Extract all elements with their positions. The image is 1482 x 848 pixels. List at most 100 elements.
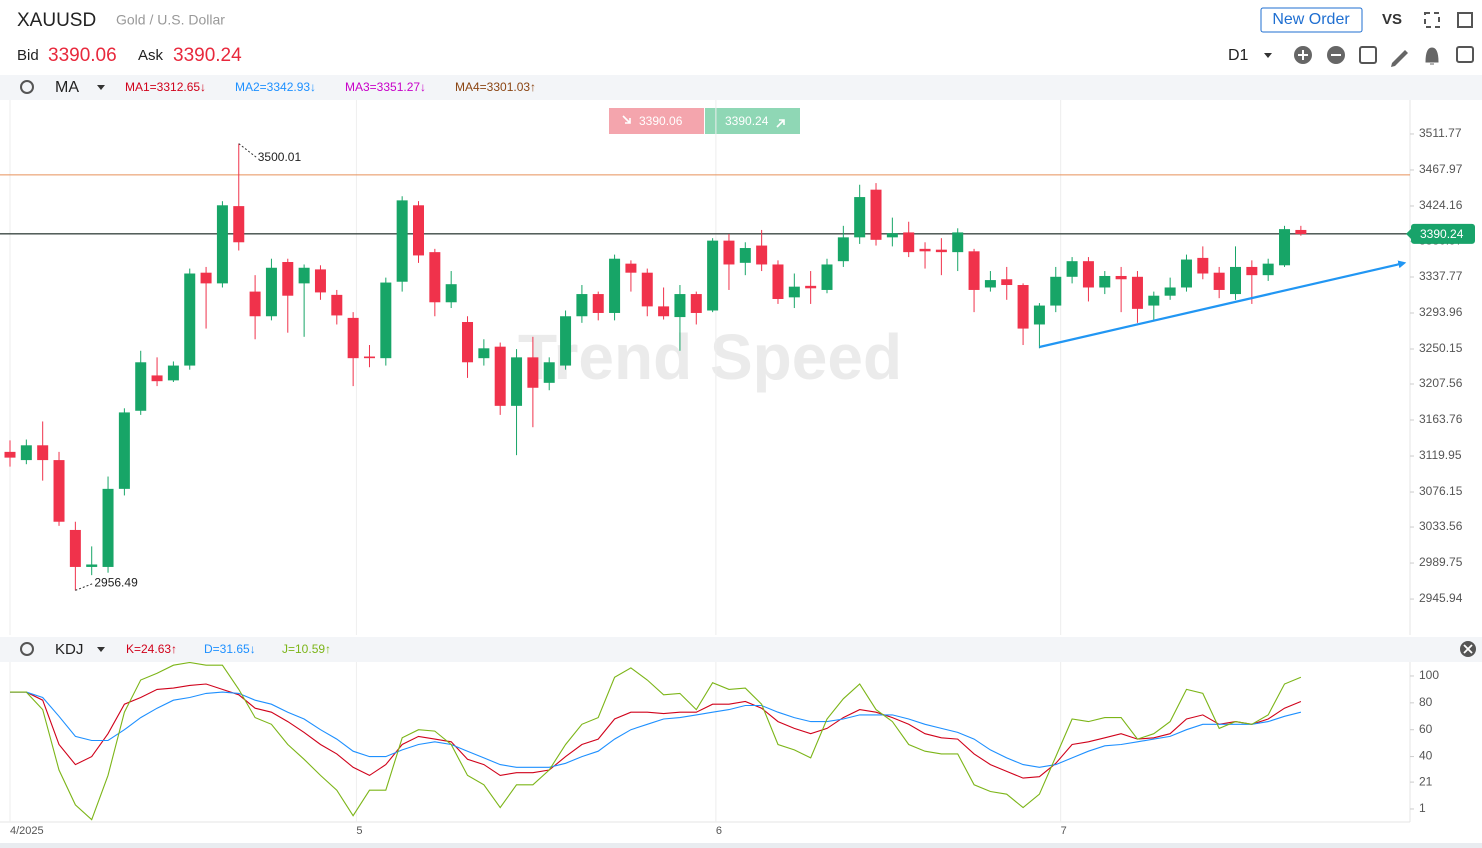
candle-body — [984, 280, 996, 288]
y-tick-label: 40 — [1419, 749, 1433, 763]
candle-body — [1082, 261, 1094, 288]
candle-body — [413, 205, 424, 256]
y-tick-label: 3119.95 — [1419, 448, 1462, 462]
candle-body — [249, 291, 261, 317]
candle-body — [739, 248, 751, 263]
candle-body — [20, 445, 32, 461]
sell-button[interactable] — [609, 108, 704, 134]
candle-body — [1230, 266, 1241, 295]
kdj-label[interactable]: KDJ — [55, 641, 83, 658]
layout-icon[interactable] — [1359, 46, 1377, 64]
sell-arrow — [622, 115, 631, 124]
new-order-button[interactable] — [1260, 7, 1363, 33]
candle-body — [86, 564, 98, 567]
candle-body — [135, 362, 147, 411]
candle-body — [282, 262, 294, 296]
candle-body — [53, 460, 65, 522]
candle-body — [445, 284, 457, 303]
ma-caret[interactable] — [97, 85, 105, 90]
ma-label[interactable]: MA — [55, 79, 79, 96]
x-tick-label: 4/2025 — [10, 825, 44, 837]
annotation-leader — [75, 582, 94, 591]
candle-body — [1066, 261, 1078, 277]
candle-body — [298, 267, 310, 284]
indicator-icon[interactable] — [1456, 46, 1474, 63]
kdj-settings-icon[interactable] — [20, 642, 34, 656]
candle-body — [690, 294, 702, 313]
candle-body — [265, 267, 277, 317]
kdj-bar — [0, 637, 1482, 662]
candle-body — [772, 264, 784, 299]
candle-body — [837, 237, 849, 262]
candle-body — [1148, 295, 1160, 306]
candle-body — [1180, 259, 1192, 288]
candle-body — [756, 245, 768, 265]
candle-body — [674, 294, 686, 318]
settings-icon[interactable] — [20, 80, 34, 94]
candle-body — [805, 285, 817, 289]
draw-icon[interactable] — [1391, 50, 1408, 67]
x-tick-label: 6 — [716, 825, 722, 837]
candle-body — [511, 357, 523, 406]
buy-price[interactable]: 3390.24 — [725, 114, 769, 128]
ma-value: MA2=3342.93↓ — [235, 80, 316, 94]
kdj-line — [10, 691, 1302, 768]
sell-price[interactable]: 3390.06 — [639, 114, 683, 128]
zoom-in-glyph — [1298, 50, 1308, 60]
timeframe-caret[interactable] — [1264, 53, 1272, 58]
y-tick-label: 21 — [1419, 774, 1433, 788]
candle-body — [167, 365, 179, 381]
y-tick-label: 3511.77 — [1419, 126, 1462, 140]
candle-body — [1279, 229, 1291, 266]
candle-body — [331, 294, 343, 316]
alert-icon[interactable] — [1425, 47, 1439, 65]
candle-body — [1262, 263, 1274, 276]
symbol: XAUUSD — [17, 10, 96, 31]
candle-body — [576, 294, 588, 317]
kdj-line — [10, 683, 1302, 779]
ma-value: MA4=3301.03↑ — [455, 80, 536, 94]
vs-button[interactable]: VS — [1382, 11, 1402, 28]
y-tick-label: 2945.94 — [1419, 591, 1463, 605]
y-tick-label: 3293.96 — [1419, 305, 1463, 319]
candle-body — [886, 233, 898, 238]
candle-body — [233, 206, 245, 243]
y-tick-label: 80 — [1419, 695, 1433, 709]
candle-body — [69, 529, 81, 567]
kdj-line — [10, 662, 1302, 821]
candle-body — [641, 272, 653, 307]
candle-body — [347, 317, 359, 359]
fullscreen-icon[interactable] — [1424, 12, 1440, 28]
candle-body — [380, 282, 392, 359]
timeframe[interactable]: D1 — [1228, 47, 1249, 64]
trendline — [1039, 260, 1407, 349]
symbol-name: Gold / U.S. Dollar — [116, 12, 225, 28]
bottom-strip — [0, 843, 1482, 848]
candle-body — [788, 286, 800, 298]
y-tick-label: 3207.56 — [1419, 376, 1463, 390]
ma-value: MA3=3351.27↓ — [345, 80, 426, 94]
y-tick-label: 3250.15 — [1419, 341, 1463, 355]
kdj-caret[interactable] — [97, 647, 105, 652]
candle-body — [37, 445, 49, 461]
candle-body — [903, 232, 915, 253]
legend-entry: D=31.65↓ — [204, 642, 256, 656]
ask-price: 3390.24 — [173, 45, 242, 66]
candle-body — [151, 375, 163, 382]
candle-body — [723, 240, 735, 265]
x-tick-label: 5 — [356, 825, 362, 837]
candle-body — [478, 348, 490, 359]
candle-body — [118, 412, 130, 489]
candle-body — [592, 294, 604, 313]
price-badge — [1411, 223, 1475, 244]
candle-body — [625, 263, 637, 273]
candle-body — [707, 240, 719, 311]
candle-body — [1213, 272, 1225, 290]
window-icon[interactable] — [1457, 12, 1473, 28]
new-order-text[interactable]: New Order — [1272, 11, 1350, 28]
candle-body — [1033, 305, 1045, 325]
y-tick-label: 1 — [1419, 801, 1426, 815]
y-tick-label: 3163.76 — [1419, 412, 1463, 426]
candle-body — [935, 249, 947, 253]
